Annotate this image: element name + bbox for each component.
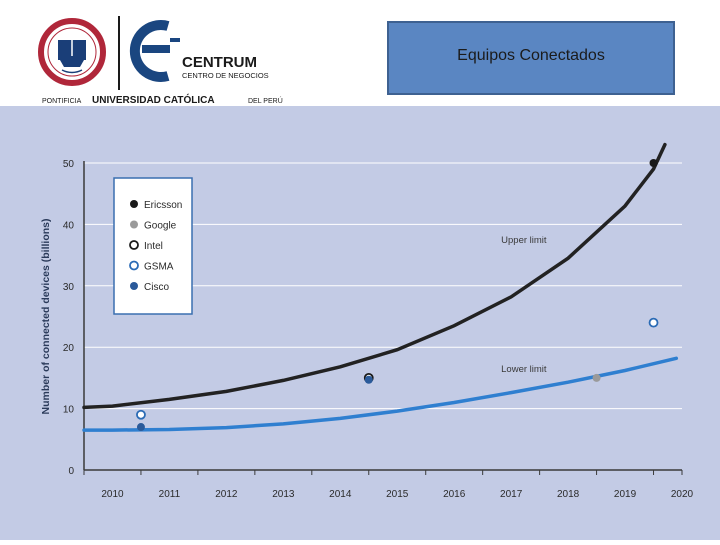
- y-tick-label: 20: [63, 343, 75, 354]
- brand-name: CENTRUM: [182, 54, 257, 71]
- legend-label: GSMA: [144, 262, 174, 273]
- data-point-cisco: [364, 375, 373, 384]
- y-axis-label: Number of connected devices (billions): [40, 218, 52, 414]
- chart-curves: [82, 142, 679, 432]
- data-point-gsma: [648, 317, 659, 328]
- connected-devices-chart: 0 10 20 30 40 50 2010 2011 2012 2013 2014 2015 2016 2…: [40, 142, 694, 500]
- chart-axes: 0 10 20 30 40 50 2010 2011 2012 2013 2014 2015 2016 2…: [40, 159, 694, 500]
- y-tick-label: 0: [68, 466, 74, 477]
- brand-subtitle: CENTRO DE NEGOCIOS: [182, 71, 269, 80]
- y-tick-label: 30: [63, 282, 75, 293]
- x-tick-label: 2016: [443, 489, 466, 500]
- y-tick-label: 10: [63, 405, 75, 416]
- y-tick-label: 40: [63, 220, 75, 231]
- legend-marker: [129, 240, 139, 250]
- curve-label: Lower limit: [501, 364, 547, 375]
- legend-marker: [130, 282, 138, 290]
- slide-content: 0 10 20 30 40 50 2010 2011 2012 2013 2014 2015 2016 2…: [0, 106, 720, 540]
- slide-title: Equipos Conectados: [457, 47, 605, 64]
- legend-label: Intel: [144, 241, 163, 252]
- slide-header: CENTRUM CENTRO DE NEGOCIOS PONTIFICIA UN…: [0, 0, 720, 106]
- university-prefix: PONTIFICIA: [42, 98, 82, 105]
- chart-labels: Upper limit Lower limit: [501, 235, 547, 375]
- x-tick-label: 2015: [386, 489, 409, 500]
- y-tick-label: 50: [63, 159, 75, 170]
- x-tick-label: 2014: [329, 489, 352, 500]
- data-point-google: [592, 373, 601, 382]
- university-suffix: DEL PERÚ: [248, 96, 283, 105]
- data-point-cisco: [136, 423, 145, 432]
- x-tick-label: 2020: [671, 489, 694, 500]
- legend-label: Ericsson: [144, 200, 182, 211]
- curve-label: Upper limit: [501, 235, 547, 246]
- legend-label: Google: [144, 221, 177, 232]
- data-point-gsma: [136, 409, 146, 420]
- curve-upper-limit: [82, 142, 667, 410]
- centrum-pucp-logo: CENTRUM CENTRO DE NEGOCIOS PONTIFICIA UN…: [30, 12, 292, 106]
- x-tick-label: 2013: [272, 489, 295, 500]
- legend-label: Cisco: [144, 282, 169, 293]
- x-tick-label: 2010: [101, 489, 124, 500]
- university-name: UNIVERSIDAD CATÓLICA: [92, 93, 215, 106]
- legend-marker: [130, 220, 138, 229]
- chart-points: [136, 159, 659, 432]
- curve-lower-limit: [82, 356, 679, 432]
- data-point-ericsson: [649, 159, 658, 167]
- x-tick-label: 2018: [557, 489, 580, 500]
- legend-marker: [130, 200, 138, 208]
- legend-box: [113, 177, 193, 315]
- x-tick-label: 2012: [215, 489, 238, 500]
- chart-legend: Ericsson Google Intel GSMA Cisco: [113, 177, 193, 315]
- x-tick-label: 2017: [500, 489, 523, 500]
- x-tick-label: 2019: [614, 489, 637, 500]
- legend-marker: [129, 260, 139, 271]
- slide-title-box: Equipos Conectados: [387, 21, 675, 95]
- x-tick-label: 2011: [159, 489, 181, 500]
